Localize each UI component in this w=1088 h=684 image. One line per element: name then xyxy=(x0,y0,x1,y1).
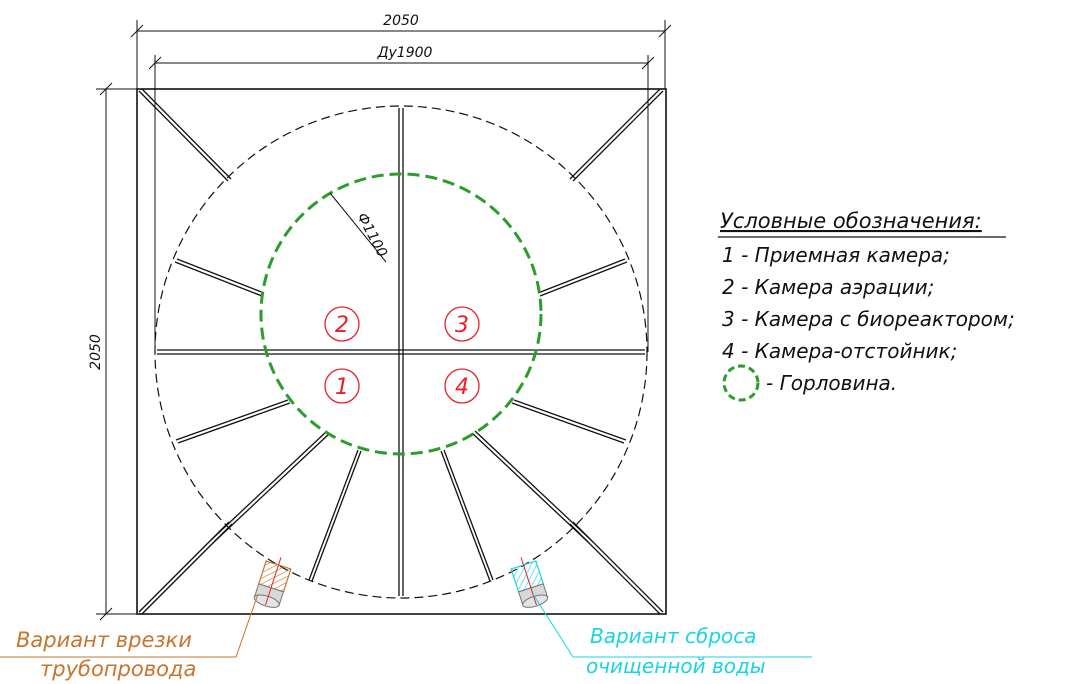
neck-dimension-label: Ф1100 xyxy=(353,210,390,260)
outlet-callout-leader xyxy=(532,593,812,658)
dimension-top-2050 xyxy=(130,20,672,89)
neck-circle xyxy=(259,172,543,456)
legend-item-3: 3 - Камера с биореактором; xyxy=(722,307,1015,331)
outlet-callout-line2: очищенной воды xyxy=(586,654,766,678)
central-partitions xyxy=(157,108,645,596)
inlet-callout-line1: Вариант врезки xyxy=(16,628,192,652)
chamber-marker-2: 2 xyxy=(324,306,360,342)
chamber-marker-3: 3 xyxy=(444,306,480,342)
outlet-pipe xyxy=(510,557,549,608)
tank-outline-circle xyxy=(154,105,648,599)
svg-text:4: 4 xyxy=(455,375,469,400)
legend-neck-symbol xyxy=(722,364,760,402)
svg-text:3: 3 xyxy=(455,313,469,338)
chamber-marker-1: 1 xyxy=(324,368,360,404)
legend-item-2: 2 - Камера аэрации; xyxy=(722,275,934,299)
svg-text:1: 1 xyxy=(335,375,349,400)
dimension-top-label: 2050 xyxy=(383,13,419,29)
dimension-left-2050 xyxy=(96,82,137,621)
inlet-pipe xyxy=(253,557,292,608)
radial-ribs xyxy=(174,258,628,582)
chamber-marker-4: 4 xyxy=(444,368,480,404)
outer-square xyxy=(136,88,667,615)
legend-item-1: 1 - Приемная камера; xyxy=(722,243,950,267)
outlet-callout-line1: Вариант сброса xyxy=(590,624,757,648)
neck-dimension-leader xyxy=(329,192,387,263)
legend-item-neck: - Горловина. xyxy=(766,371,897,395)
legend-title: Условные обозначения: xyxy=(720,209,982,233)
svg-text:2: 2 xyxy=(335,313,349,338)
corner-ribs xyxy=(138,88,664,615)
inlet-callout-line2: трубопровода xyxy=(40,657,196,681)
dimension-inner-diameter xyxy=(148,55,655,352)
dimension-inner-label: Ду1900 xyxy=(377,45,433,61)
dimension-left-label: 2050 xyxy=(88,334,104,370)
inlet-callout-leader xyxy=(0,593,259,658)
legend-item-4: 4 - Камера-отстойник; xyxy=(722,339,957,363)
